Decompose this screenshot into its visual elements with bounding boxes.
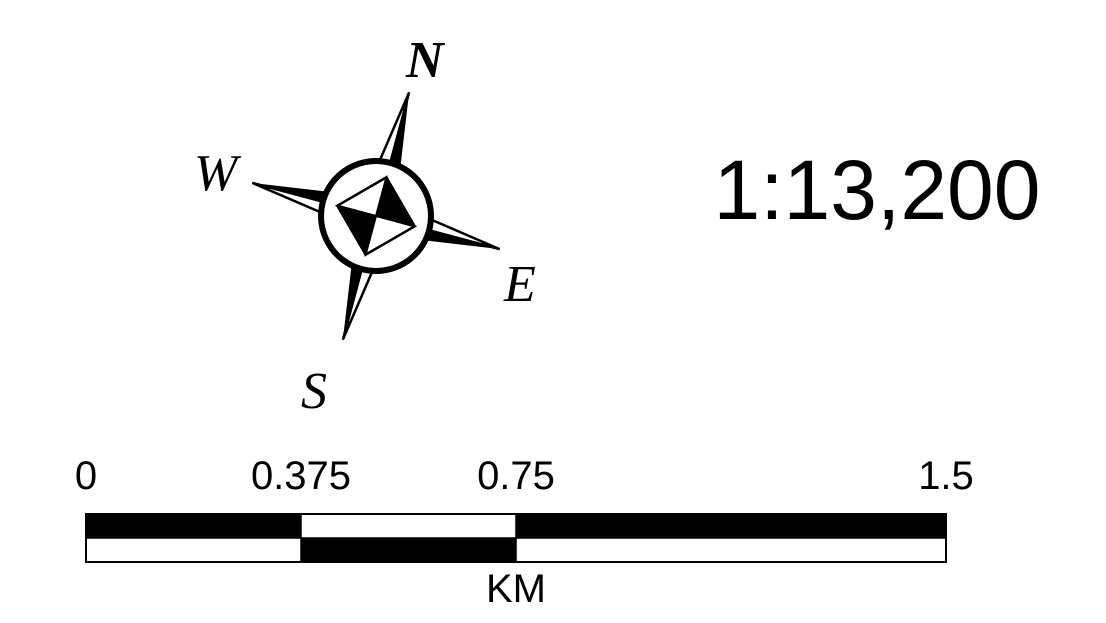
scale-bar-segment-lower xyxy=(516,538,946,562)
scale-bar-tick-label: 1.5 xyxy=(918,454,974,498)
compass-diamond xyxy=(334,175,418,257)
scale-bar: 0 0.375 0.75 1.5 KM xyxy=(75,454,974,611)
scale-bar-tick-label: 0.75 xyxy=(477,454,555,498)
compass-label-east: E xyxy=(503,256,536,313)
scale-bar-segment-upper xyxy=(86,514,301,538)
scale-bar-unit: KM xyxy=(486,567,546,611)
scale-bar-segment-lower xyxy=(301,538,516,562)
north-arrow xyxy=(251,91,501,341)
compass-label-west: W xyxy=(194,145,242,202)
scale-bar-segment-upper xyxy=(301,514,516,538)
scale-bar-tick-labels: 0 0.375 0.75 1.5 xyxy=(75,454,974,498)
scale-bar-segments xyxy=(86,514,946,562)
scale-bar-outline xyxy=(85,513,947,563)
scale-bar-tick-label: 0.375 xyxy=(251,454,351,498)
compass-label-south: S xyxy=(301,363,327,420)
compass-label-north: N xyxy=(405,32,446,89)
scale-bar-tick-label: 0 xyxy=(75,454,97,498)
scale-bar-segment-lower xyxy=(86,538,301,562)
scale-ratio: 1:13,200 xyxy=(714,143,1041,237)
scale-bar-segment-upper xyxy=(516,514,946,538)
